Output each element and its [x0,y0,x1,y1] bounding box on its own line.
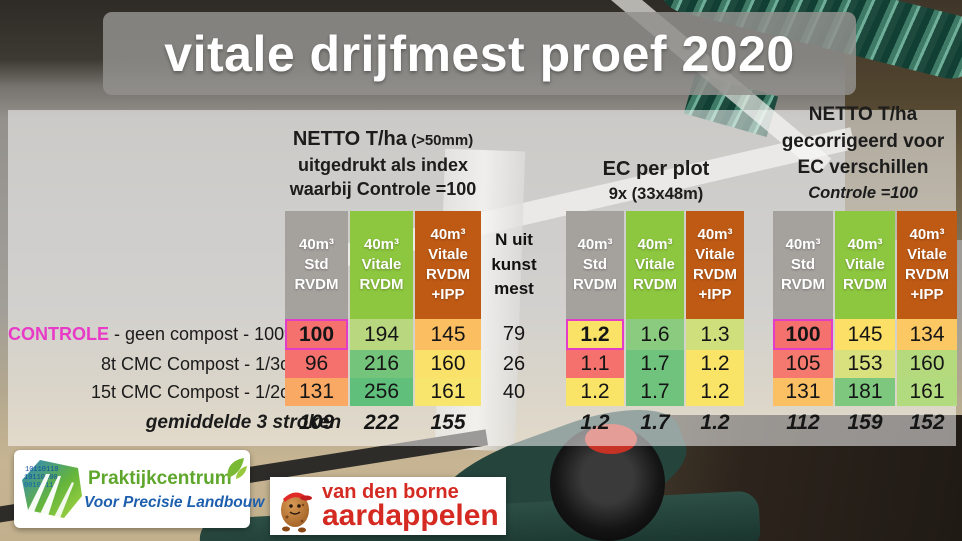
table-cell: 1.2 [566,319,624,350]
row-label-gemiddelde: gemiddelde 3 stroken [145,412,342,433]
table-cell: 181 [835,378,895,406]
vandenborne-line2: aardappelen [322,499,499,532]
table-ec-per-plot: 40m³ Std RVDM 40m³ Vitale RVDM 40m³ Vita… [566,211,744,440]
table-cell: 134 [897,319,957,350]
table-cell: 1.2 [566,378,624,406]
table-cell: 256 [350,378,413,406]
page-title: vitale drijfmest proef 2020 [164,25,795,82]
potato-mascot-icon [281,492,312,533]
column-header-ipp: 40m³ Vitale RVDM +IPP [897,211,957,319]
svg-text:10110110: 10110110 [25,466,59,474]
table-footer-cell: 112 [786,411,820,434]
n-kunstmest-value: 26 [502,352,526,375]
table-cell: 160 [415,350,481,378]
svg-text:10110100: 10110100 [24,474,58,482]
table-cell: 100 [285,319,348,350]
column-header-vitale: 40m³ Vitale RVDM [626,211,684,319]
column-header-vitale: 40m³ Vitale RVDM [350,211,413,319]
table-cell: 216 [350,350,413,378]
table-cell: 1.2 [686,350,744,378]
table-netto-index: 40m³ Std RVDM 40m³ Vitale RVDM 40m³ Vita… [285,211,481,440]
column-header-ipp: 40m³ Vitale RVDM +IPP [415,211,481,319]
table3-subtitle: Controle =100 [808,183,918,202]
table-cell: 1.2 [686,378,744,406]
table-footer-cell: 109 [298,411,335,434]
praktijkcentrum-hexagon-icon: 10110110 10110100 0010111 [22,460,82,518]
row-labels: CONTROLE - geen compost - 100% KAS 8t CM… [8,319,341,440]
table-cell: 145 [415,319,481,350]
table1-title: NETTO T/ha [292,128,407,150]
table3-title-2: gecorrigeerd voor [781,130,945,152]
title-bar: vitale drijfmest proef 2020 [103,12,856,95]
table-cell: 160 [897,350,957,378]
vandenborne-logo: van den borne aardappelen [270,477,506,535]
column-header-std: 40m³ Std RVDM [566,211,624,319]
table-cell: 194 [350,319,413,350]
table-footer-cell: 155 [430,411,466,434]
table1-title-note: (>50mm) [406,132,474,149]
table-footer-cell: 222 [363,411,400,434]
column-header-std: 40m³ Std RVDM [773,211,833,319]
table-footer-cell: 152 [909,411,945,434]
table-netto-ec-gecorrigeerd: 40m³ Std RVDM 40m³ Vitale RVDM 40m³ Vita… [773,211,957,440]
table-cell: 96 [285,350,348,378]
table3-title-3: EC verschillen [797,157,929,179]
table2-heading: EC per plot 9x (33x48m) [556,156,756,205]
column-header-ipp: 40m³ Vitale RVDM +IPP [686,211,744,319]
table3-title-1: NETTO T/ha [808,104,918,125]
table-cell: 161 [415,378,481,406]
n-kunstmest-value: 79 [502,323,526,345]
table2-title: EC per plot [602,158,710,180]
table-cell: 1.3 [686,319,744,350]
n-kunstmest-header: N uit kunst mest [491,230,537,299]
table-cell: 1.7 [626,378,684,406]
table-cell: 131 [285,378,348,406]
table1-subtitle-1: uitgedrukt als index [297,155,469,175]
table1-heading: NETTO T/ha (>50mm) uitgedrukt als index … [262,126,504,202]
praktijkcentrum-logo: 10110110 10110100 0010111 Praktijkcentru… [14,450,264,528]
table1-subtitle-2: waarbij Controle =100 [289,179,477,200]
table-cell: 105 [773,350,833,378]
table3-heading: NETTO T/ha gecorrigeerd voor EC verschil… [763,102,962,205]
table-cell: 1.7 [626,350,684,378]
table-cell: 1.1 [566,350,624,378]
svg-text:0010111: 0010111 [24,482,53,490]
table-footer-cell: 1.2 [580,411,610,434]
table-cell: 131 [773,378,833,406]
n-kunstmest-column: N uit kunst mest 79 26 40 [479,211,549,440]
column-header-std: 40m³ Std RVDM [285,211,348,319]
table-cell: 161 [897,378,957,406]
column-header-vitale: 40m³ Vitale RVDM [835,211,895,319]
table-footer-cell: 1.2 [700,411,730,434]
table-footer-cell: 159 [847,411,883,434]
praktijkcentrum-subtitle: Voor Precisie Landbouw [84,494,265,511]
n-kunstmest-empty [479,406,549,440]
n-kunstmest-value: 40 [502,380,526,403]
table-cell: 100 [773,319,833,350]
table-cell: 153 [835,350,895,378]
table-cell: 1.6 [626,319,684,350]
table-footer-cell: 1.7 [640,411,670,434]
vandenborne-line1: van den borne [322,481,459,503]
table-cell: 145 [835,319,895,350]
praktijkcentrum-name: Praktijkcentrum [88,468,232,489]
controle-highlight: CONTROLE [8,324,109,344]
table2-subtitle: 9x (33x48m) [608,185,704,203]
leaf-icon [227,458,247,479]
row-label-15t: 15t CMC Compost - 1/2de KAS [91,381,342,402]
